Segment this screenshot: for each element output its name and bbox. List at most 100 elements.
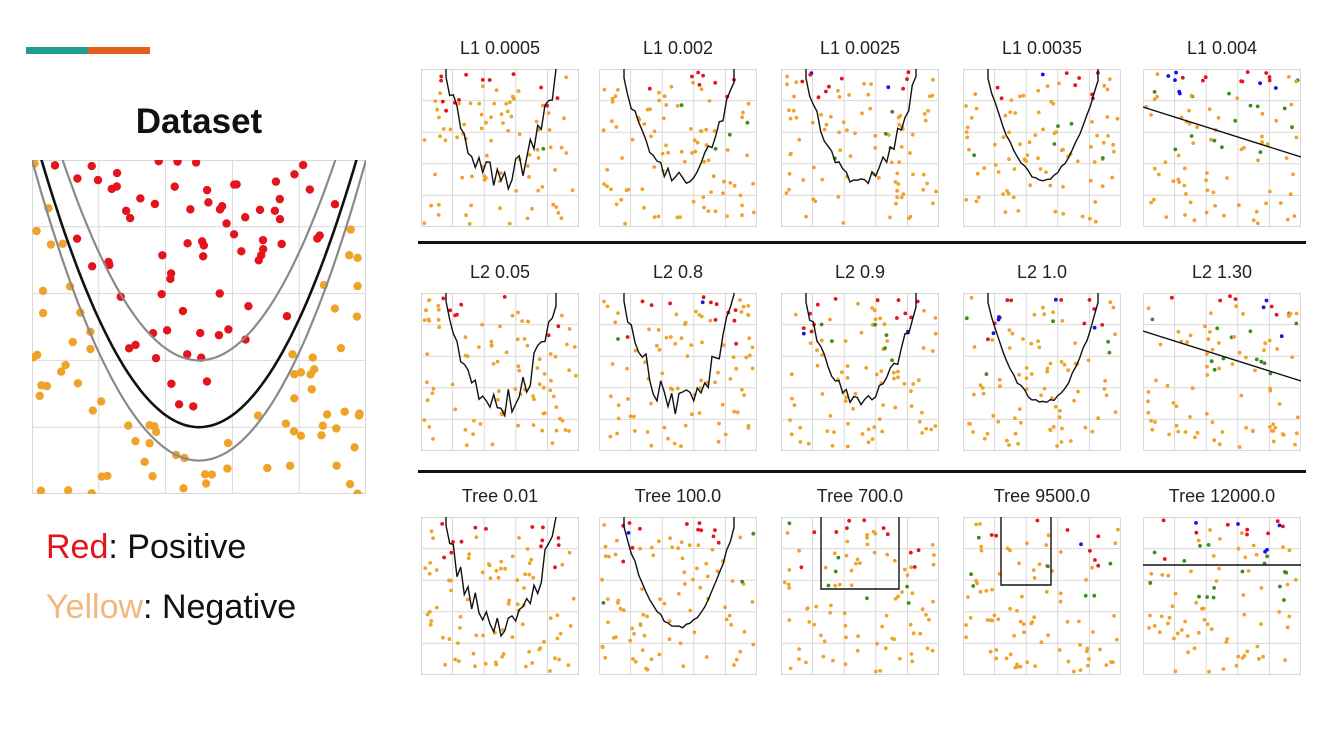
negative-point [600,645,605,650]
positive-point [697,521,702,525]
negative-point [436,317,441,322]
negative-point [510,635,515,639]
negative-point [431,386,436,391]
negative-point [1152,624,1157,628]
negative-point [550,441,555,445]
negative-point [679,444,683,449]
negative-point [515,602,520,607]
negative-point [921,346,926,350]
positive-point [73,174,82,183]
negative-point [870,437,875,442]
negative-point [36,486,46,494]
positive-point [696,527,700,532]
negative-point [814,604,819,609]
negative-point [344,251,354,260]
positive-point [464,72,468,77]
negative-point [517,132,522,137]
negative-point [1032,576,1037,580]
negative-point [844,553,849,558]
negative-point [1003,210,1008,215]
result-panel [781,293,939,451]
misclassified-negative-point [1100,156,1105,160]
negative-point [505,109,510,114]
negative-point [1113,410,1118,414]
row-separator-2 [418,470,1306,473]
negative-point [456,641,460,645]
misclassified-negative-point [873,322,877,327]
negative-point [791,108,796,113]
result-panel [421,69,579,227]
legend-positive-color-word: Red [46,528,109,566]
negative-point [608,394,613,399]
positive-point [290,170,299,179]
negative-point [1008,606,1012,611]
negative-point [437,115,441,120]
misclassified-negative-point [836,555,841,560]
positive-point [241,335,250,344]
negative-point [1237,445,1242,449]
negative-point [1147,626,1151,630]
positive-point [224,325,233,334]
negative-point [745,153,749,158]
negative-point [484,120,488,125]
negative-point [1057,415,1062,420]
misclassified-negative-point [1284,570,1289,575]
negative-point [1036,88,1041,93]
negative-point [739,310,744,314]
negative-point [1011,195,1016,200]
negative-point [844,635,848,640]
negative-point [564,75,569,80]
negative-point [751,210,756,215]
negative-point [933,331,938,336]
negative-point [497,389,501,393]
negative-point [972,392,976,397]
negative-point [694,309,698,314]
negative-point [878,316,883,321]
negative-point [927,617,931,622]
negative-point [509,114,514,119]
negative-point [633,659,638,664]
negative-point [571,596,576,601]
negative-point [317,431,326,440]
negative-point [998,384,1002,389]
positive-point [222,219,231,228]
legend-negative-separator: : [143,588,153,626]
negative-point [789,432,794,437]
negative-point [510,554,515,559]
negative-point [793,312,798,317]
positive-point [241,213,250,222]
negative-point [547,128,552,132]
negative-point [1073,341,1077,345]
negative-point [911,382,916,386]
negative-point [676,546,680,551]
negative-point [621,608,626,613]
negative-point [201,479,211,488]
negative-point [1057,648,1062,652]
negative-point [200,470,210,479]
result-panel-svg [599,293,757,451]
negative-point [38,308,48,318]
negative-point [1033,664,1037,668]
negative-point [870,306,875,310]
negative-point [1158,342,1163,347]
negative-point [619,197,624,202]
negative-point [812,165,816,170]
negative-point [1037,345,1042,350]
result-panel-svg [1143,69,1301,227]
negative-point [1194,600,1199,605]
negative-point [429,203,433,208]
decision-boundary [623,517,735,629]
accent-bar [26,47,150,54]
negative-point [843,399,848,403]
negative-point [1236,203,1241,208]
negative-point [730,579,735,583]
negative-point [920,410,924,415]
panel-title: L1 0.0025 [819,38,901,58]
positive-point [170,182,179,191]
negative-point [920,431,925,435]
negative-point [548,616,553,621]
negative-point [931,77,935,82]
negative-point [1208,528,1212,532]
negative-point [1210,420,1215,424]
negative-point [991,413,996,418]
